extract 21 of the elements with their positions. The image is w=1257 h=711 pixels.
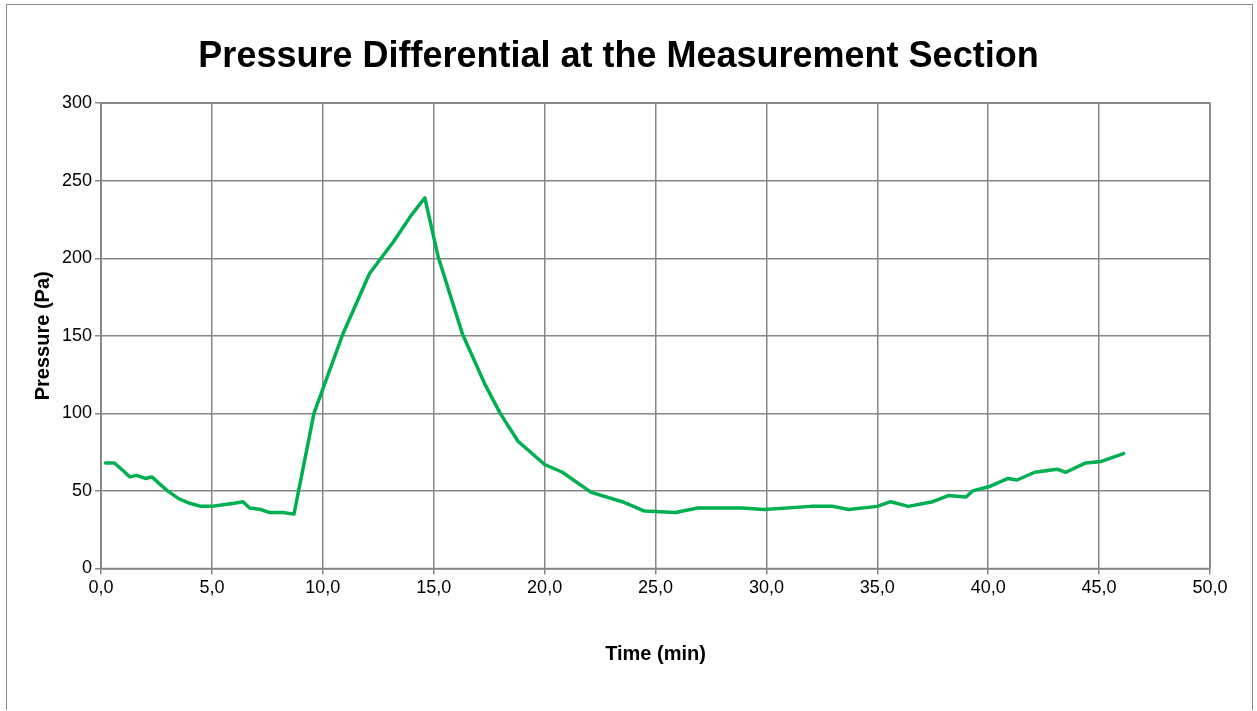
- y-tick-label: 100: [61, 402, 93, 423]
- x-tick-label: 35,0: [859, 577, 895, 598]
- y-axis-title: Pressure (Pa): [30, 271, 53, 401]
- x-tick-label: 25,0: [637, 577, 674, 598]
- x-tick-label: 10,0: [305, 577, 341, 598]
- y-tick-label: 50: [72, 479, 93, 500]
- x-tick-label: 45,0: [1081, 577, 1117, 598]
- y-tick-label: 0: [82, 557, 93, 578]
- x-tick-label: 0,0: [88, 577, 114, 598]
- chart-title: Pressure Differential at the Measurement Section: [198, 33, 1039, 75]
- x-tick-label: 15,0: [416, 577, 452, 598]
- x-tick-label: 5,0: [199, 577, 225, 598]
- y-tick-label: 250: [61, 169, 93, 190]
- x-tick-label: 20,0: [527, 577, 563, 598]
- y-tick-label: 300: [61, 92, 93, 113]
- y-tick-label: 150: [61, 324, 93, 345]
- x-tick-label: 50,0: [1192, 577, 1228, 598]
- x-axis-title: Time (min): [605, 641, 706, 664]
- y-tick-label: 200: [61, 247, 93, 268]
- x-tick-label: 30,0: [748, 577, 784, 598]
- x-tick-label: 40,0: [970, 577, 1006, 598]
